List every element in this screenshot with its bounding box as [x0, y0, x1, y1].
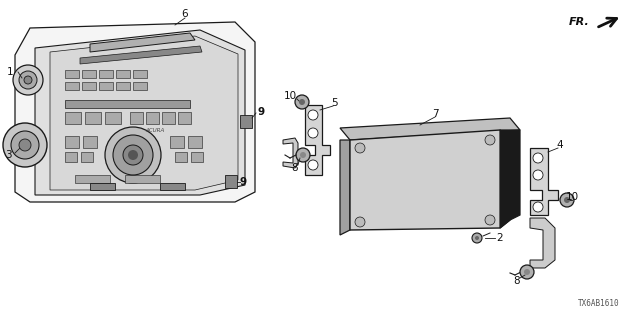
- Text: 2: 2: [497, 233, 503, 243]
- Circle shape: [308, 128, 318, 138]
- Polygon shape: [146, 112, 159, 124]
- Polygon shape: [81, 152, 93, 162]
- Polygon shape: [162, 112, 175, 124]
- Circle shape: [520, 265, 534, 279]
- Circle shape: [485, 215, 495, 225]
- Polygon shape: [99, 70, 113, 78]
- Polygon shape: [530, 148, 558, 215]
- Circle shape: [472, 233, 482, 243]
- Text: 10: 10: [565, 192, 579, 202]
- Text: 3: 3: [4, 150, 12, 160]
- Circle shape: [355, 217, 365, 227]
- Polygon shape: [130, 112, 143, 124]
- Circle shape: [564, 197, 570, 203]
- Circle shape: [308, 110, 318, 120]
- Polygon shape: [82, 70, 96, 78]
- Text: TX6AB1610: TX6AB1610: [579, 299, 620, 308]
- Polygon shape: [283, 138, 298, 168]
- Circle shape: [533, 153, 543, 163]
- Polygon shape: [116, 70, 130, 78]
- Polygon shape: [65, 100, 190, 108]
- Circle shape: [24, 76, 32, 84]
- Polygon shape: [65, 112, 81, 124]
- Circle shape: [355, 143, 365, 153]
- Circle shape: [105, 127, 161, 183]
- Polygon shape: [340, 140, 350, 235]
- Polygon shape: [75, 175, 110, 183]
- Polygon shape: [105, 112, 121, 124]
- Polygon shape: [500, 130, 520, 228]
- Text: 4: 4: [557, 140, 563, 150]
- Text: 10: 10: [284, 91, 296, 101]
- Circle shape: [299, 99, 305, 105]
- Text: 5: 5: [332, 98, 339, 108]
- Circle shape: [123, 145, 143, 165]
- Polygon shape: [83, 136, 97, 148]
- Circle shape: [295, 95, 309, 109]
- Circle shape: [533, 202, 543, 212]
- Polygon shape: [188, 136, 202, 148]
- Circle shape: [19, 71, 37, 89]
- Polygon shape: [340, 118, 520, 140]
- Polygon shape: [50, 36, 238, 190]
- Circle shape: [128, 150, 138, 160]
- Polygon shape: [225, 175, 237, 188]
- Polygon shape: [65, 82, 79, 90]
- Circle shape: [308, 160, 318, 170]
- Polygon shape: [65, 136, 79, 148]
- Text: 9: 9: [240, 177, 247, 187]
- Text: FR.: FR.: [569, 17, 590, 27]
- Circle shape: [560, 193, 574, 207]
- Polygon shape: [35, 30, 245, 195]
- Circle shape: [485, 135, 495, 145]
- Circle shape: [524, 269, 530, 275]
- Circle shape: [300, 152, 306, 158]
- Polygon shape: [305, 105, 330, 175]
- Text: 6: 6: [182, 9, 188, 19]
- Polygon shape: [133, 70, 147, 78]
- Circle shape: [113, 135, 153, 175]
- Text: 9: 9: [258, 107, 265, 117]
- Text: ACURA: ACURA: [145, 129, 164, 133]
- Circle shape: [475, 236, 479, 240]
- Circle shape: [533, 170, 543, 180]
- Polygon shape: [82, 82, 96, 90]
- Polygon shape: [350, 130, 510, 230]
- Polygon shape: [160, 183, 185, 190]
- Polygon shape: [90, 183, 115, 190]
- Text: 8: 8: [514, 276, 520, 286]
- Polygon shape: [175, 152, 187, 162]
- Circle shape: [3, 123, 47, 167]
- Circle shape: [296, 148, 310, 162]
- Polygon shape: [530, 218, 555, 268]
- Text: 1: 1: [6, 67, 13, 77]
- Circle shape: [11, 131, 39, 159]
- Polygon shape: [15, 22, 255, 202]
- Polygon shape: [125, 175, 160, 183]
- Polygon shape: [191, 152, 203, 162]
- Polygon shape: [65, 152, 77, 162]
- Circle shape: [13, 65, 43, 95]
- Polygon shape: [178, 112, 191, 124]
- Text: 7: 7: [432, 109, 438, 119]
- Polygon shape: [240, 115, 252, 128]
- Polygon shape: [90, 33, 195, 52]
- Polygon shape: [99, 82, 113, 90]
- Polygon shape: [85, 112, 101, 124]
- Polygon shape: [80, 46, 202, 64]
- Polygon shape: [170, 136, 184, 148]
- Polygon shape: [116, 82, 130, 90]
- Polygon shape: [133, 82, 147, 90]
- Polygon shape: [65, 70, 79, 78]
- Text: 8: 8: [292, 163, 298, 173]
- Circle shape: [19, 139, 31, 151]
